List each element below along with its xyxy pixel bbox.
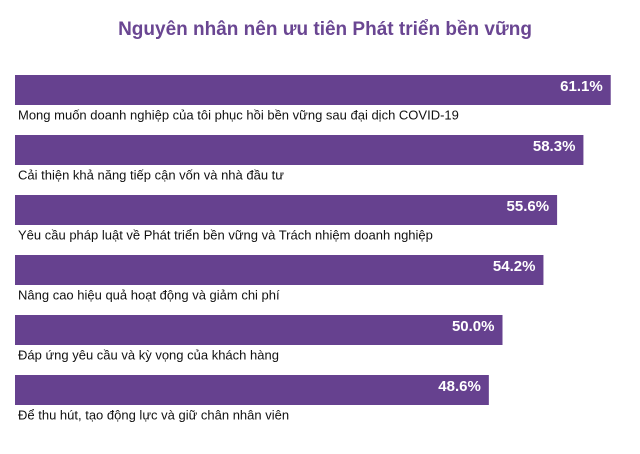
category-label: Cải thiện khả năng tiếp cận vốn và nhà đ…	[18, 167, 284, 182]
bar	[15, 135, 584, 165]
value-label: 48.6%	[438, 378, 481, 395]
category-label: Yêu cầu pháp luật về Phát triển bền vững…	[18, 227, 433, 242]
category-label: Để thu hút, tạo động lực và giữ chân nhâ…	[18, 407, 289, 422]
category-label: Mong muốn doanh nghiệp của tôi phục hồi …	[18, 107, 459, 122]
bar	[15, 375, 489, 405]
bar	[15, 315, 503, 345]
value-label: 55.6%	[507, 198, 550, 215]
value-label: 50.0%	[452, 318, 495, 335]
category-label: Nâng cao hiệu quả hoạt động và giảm chi …	[18, 287, 280, 302]
bar	[15, 75, 611, 105]
category-label: Đáp ứng yêu cầu và kỳ vọng của khách hàn…	[18, 347, 279, 362]
value-label: 54.2%	[493, 258, 536, 275]
bar	[15, 195, 558, 225]
bar	[15, 255, 544, 285]
value-label: 61.1%	[560, 78, 603, 95]
chart-title: Nguyên nhân nên ưu tiên Phát triển bền v…	[118, 19, 532, 40]
value-label: 58.3%	[533, 138, 576, 155]
